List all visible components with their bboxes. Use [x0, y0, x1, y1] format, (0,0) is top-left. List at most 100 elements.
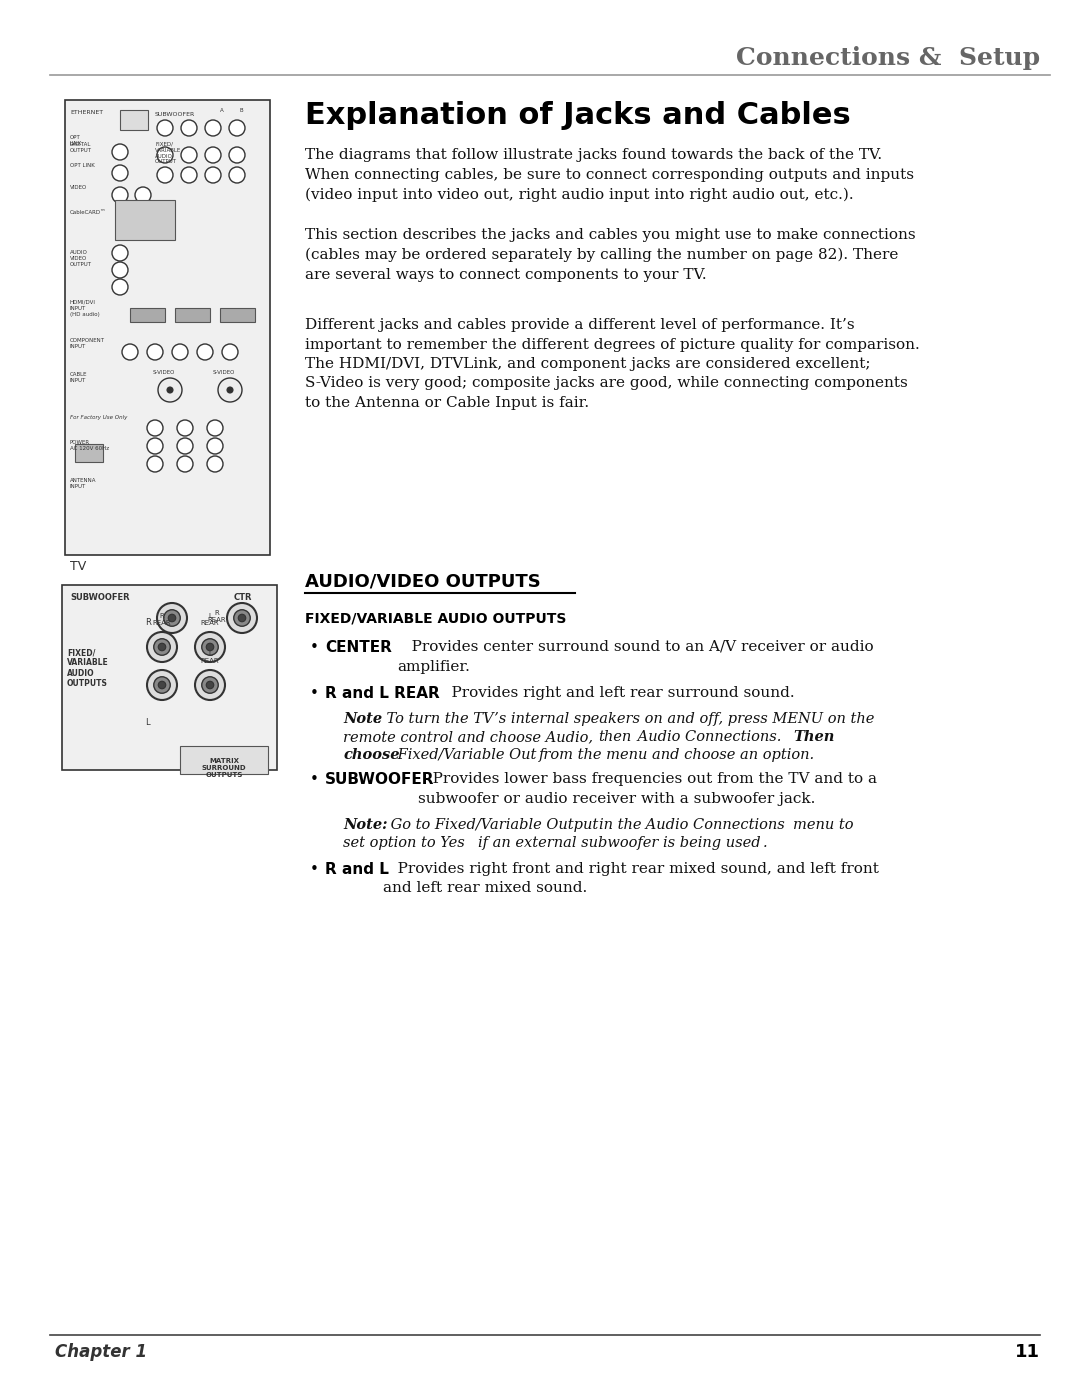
Text: if an external subwoofer is being used: if an external subwoofer is being used [478, 835, 760, 849]
Text: Note: Note [343, 712, 382, 726]
Text: R
REAR: R REAR [207, 610, 227, 623]
Text: in the: in the [599, 819, 642, 833]
Circle shape [112, 263, 129, 278]
Text: Different jacks and cables provide a different level of performance. It’s
import: Different jacks and cables provide a dif… [305, 319, 920, 409]
Circle shape [195, 671, 225, 700]
Text: B: B [240, 108, 244, 113]
Circle shape [135, 187, 151, 203]
Text: FIXED/
VARIABLE
AUDIO
OUTPUT: FIXED/ VARIABLE AUDIO OUTPUT [156, 142, 181, 165]
Circle shape [112, 144, 129, 161]
Circle shape [147, 631, 177, 662]
Circle shape [112, 279, 129, 295]
Circle shape [181, 168, 197, 183]
Circle shape [158, 379, 183, 402]
Text: COMPONENT
INPUT: COMPONENT INPUT [70, 338, 105, 349]
Text: Provides right front and right rear mixed sound, and left front
and left rear mi: Provides right front and right rear mixe… [383, 862, 879, 895]
Text: POWER
AC 120V 60Hz: POWER AC 120V 60Hz [70, 440, 109, 451]
Text: R and L REAR: R and L REAR [325, 686, 440, 701]
Circle shape [206, 643, 214, 651]
Text: Connections &  Setup: Connections & Setup [735, 46, 1040, 70]
Circle shape [177, 455, 193, 472]
Circle shape [206, 682, 214, 689]
Text: CableCARD™: CableCARD™ [70, 210, 107, 215]
Text: Provides right and left rear surround sound.: Provides right and left rear surround so… [432, 686, 795, 700]
Text: S-VIDEO: S-VIDEO [153, 370, 175, 374]
Text: •: • [310, 773, 319, 787]
Circle shape [147, 344, 163, 360]
Circle shape [229, 147, 245, 163]
Text: set option to Yes: set option to Yes [343, 835, 470, 849]
Text: MATRIX
SURROUND
OUTPUTS: MATRIX SURROUND OUTPUTS [202, 759, 246, 778]
Bar [175, 307, 210, 321]
Text: remote control and choose Audio,: remote control and choose Audio, [343, 731, 597, 745]
Circle shape [157, 147, 173, 163]
Text: Explanation of Jacks and Cables: Explanation of Jacks and Cables [305, 101, 851, 130]
Circle shape [112, 165, 129, 182]
Text: CABLE
INPUT: CABLE INPUT [70, 372, 87, 383]
Circle shape [205, 120, 221, 136]
Text: SUBWOOFER: SUBWOOFER [70, 592, 130, 602]
Bar [220, 307, 255, 321]
Text: R: R [145, 617, 151, 627]
Bar [130, 307, 165, 321]
Circle shape [205, 168, 221, 183]
Circle shape [168, 615, 176, 622]
Text: •: • [310, 640, 319, 655]
Circle shape [202, 638, 218, 655]
Text: A: A [220, 108, 224, 113]
Circle shape [147, 420, 163, 436]
Text: The diagrams that follow illustrate jacks found towards the back of the TV.
When: The diagrams that follow illustrate jack… [305, 148, 914, 201]
Text: Note:: Note: [343, 819, 388, 833]
Bar [120, 110, 148, 130]
Circle shape [202, 676, 218, 693]
Text: R and L: R and L [325, 862, 389, 877]
Text: Go to Fixed/Variable Output: Go to Fixed/Variable Output [386, 819, 603, 833]
Text: For Factory Use Only: For Factory Use Only [70, 415, 127, 420]
Circle shape [233, 609, 251, 626]
Text: from the menu and choose an option.: from the menu and choose an option. [539, 747, 815, 761]
Bar [180, 746, 268, 774]
Text: L
REAR: L REAR [201, 613, 219, 626]
Text: then: then [598, 731, 631, 745]
Circle shape [157, 168, 173, 183]
Text: L: L [145, 718, 150, 726]
Text: This section describes the jacks and cables you might use to make connections
(c: This section describes the jacks and cab… [305, 228, 916, 282]
Circle shape [181, 120, 197, 136]
Circle shape [112, 187, 129, 203]
Text: FIXED/VARIABLE AUDIO OUTPUTS: FIXED/VARIABLE AUDIO OUTPUTS [305, 612, 566, 626]
Text: choose: choose [343, 747, 400, 761]
Circle shape [122, 344, 138, 360]
Circle shape [167, 387, 173, 393]
Circle shape [147, 439, 163, 454]
Text: S-VIDEO: S-VIDEO [213, 370, 235, 374]
Circle shape [229, 120, 245, 136]
Circle shape [177, 420, 193, 436]
Text: CENTER: CENTER [325, 640, 392, 655]
Text: AUDIO
VIDEO
OUTPUT: AUDIO VIDEO OUTPUT [70, 250, 92, 267]
Text: OPT
LINK: OPT LINK [70, 136, 82, 145]
Text: AUDIO/VIDEO OUTPUTS: AUDIO/VIDEO OUTPUTS [305, 571, 541, 590]
Text: Provides center surround sound to an A/V receiver or audio
amplifier.: Provides center surround sound to an A/V… [397, 640, 874, 673]
Text: CTR: CTR [234, 592, 253, 602]
Circle shape [205, 147, 221, 163]
Circle shape [172, 344, 188, 360]
Text: menu to: menu to [793, 819, 853, 833]
Text: : To turn the TV’s internal speakers on and off, press MENU on the: : To turn the TV’s internal speakers on … [377, 712, 875, 726]
Bar [65, 101, 270, 555]
Circle shape [195, 631, 225, 662]
Circle shape [153, 676, 171, 693]
Circle shape [159, 682, 165, 689]
Text: 11: 11 [1015, 1343, 1040, 1361]
Text: Fixed/Variable Out: Fixed/Variable Out [393, 747, 541, 761]
Bar [62, 585, 276, 770]
Text: •: • [310, 862, 319, 877]
Text: SUBWOOFER: SUBWOOFER [325, 773, 434, 787]
Text: TV: TV [70, 560, 86, 573]
Text: L
REAR: L REAR [201, 651, 219, 664]
Circle shape [153, 638, 171, 655]
Text: ETHERNET: ETHERNET [70, 110, 103, 115]
Text: Audio Connections: Audio Connections [642, 819, 789, 833]
Text: DIGITAL
OUTPUT: DIGITAL OUTPUT [70, 142, 92, 152]
Text: OPT LINK: OPT LINK [70, 163, 95, 168]
Circle shape [222, 344, 238, 360]
